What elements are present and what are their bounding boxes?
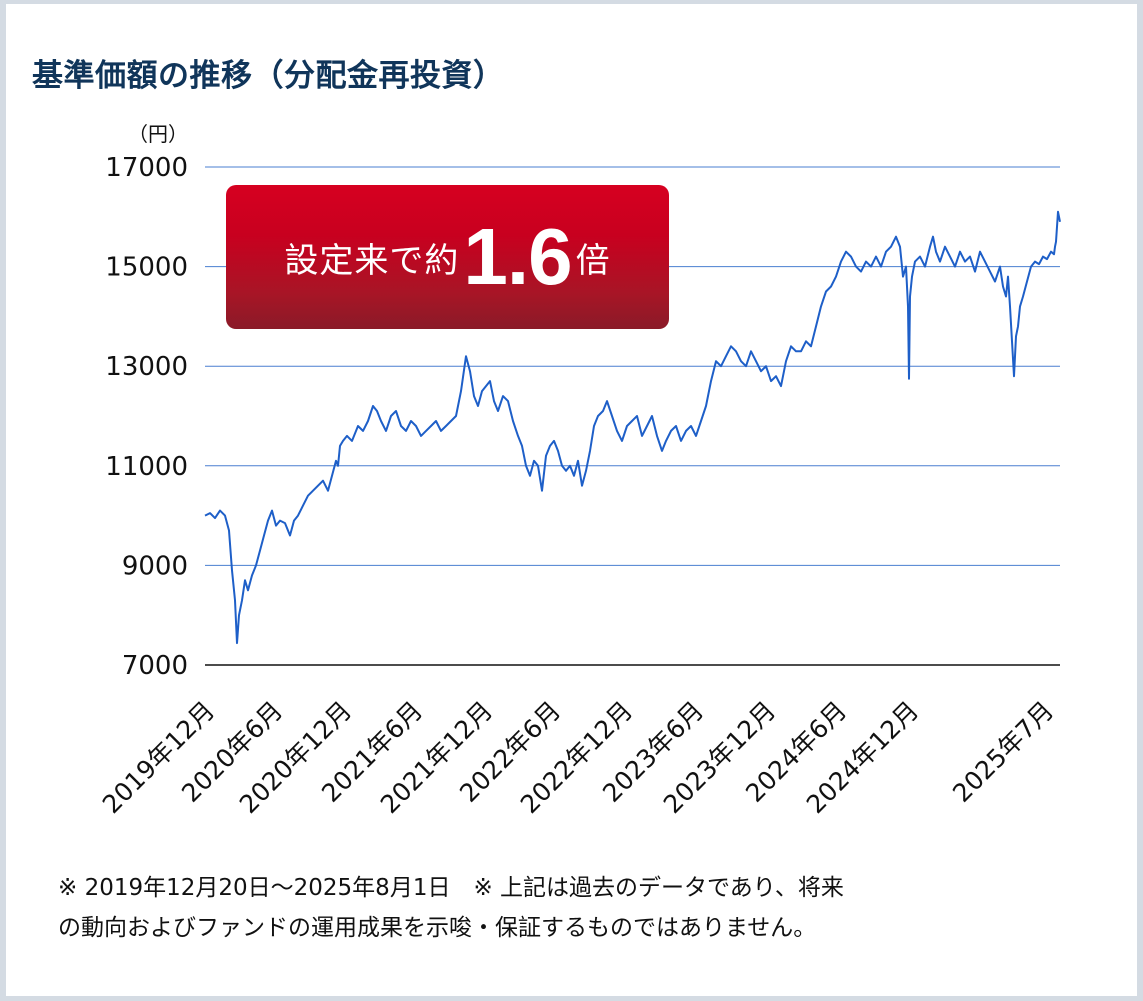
performance-badge: 設定来で約 1.6 倍 [226, 185, 669, 329]
x-tick-label: 2025年7月 [947, 696, 1059, 808]
y-tick-label: 11000 [105, 452, 188, 482]
y-tick-label: 9000 [122, 551, 188, 581]
footnote-line-1: ※ 2019年12月20日～2025年8月1日 ※ 上記は過去のデータであり、将… [58, 875, 844, 901]
footnote: ※ 2019年12月20日～2025年8月1日 ※ 上記は過去のデータであり、将… [58, 868, 1098, 948]
chart-title: 基準価額の推移（分配金再投資） [32, 58, 505, 94]
y-tick-label: 15000 [105, 253, 188, 283]
nav-series-line [204, 210, 1061, 645]
y-tick-label: 17000 [105, 153, 188, 183]
y-axis-ticks: 7000 9000 11000 13000 15000 17000 [105, 153, 188, 681]
x-axis-ticks: 2019年12月2020年6月2020年12月2021年6月2021年12月20… [97, 696, 1059, 819]
badge-suffix: 倍 [575, 240, 611, 281]
badge-multiple-value: 1.6 [463, 212, 572, 301]
badge-prefix: 設定来で約 [284, 240, 460, 281]
y-axis-unit-label: （円） [128, 122, 188, 146]
chart-card [6, 4, 1137, 996]
footnote-line-2: の動向およびファンドの運用成果を示唆・保証するものではありません。 [58, 915, 817, 941]
y-tick-label: 7000 [122, 651, 188, 681]
y-tick-label: 13000 [105, 352, 188, 382]
